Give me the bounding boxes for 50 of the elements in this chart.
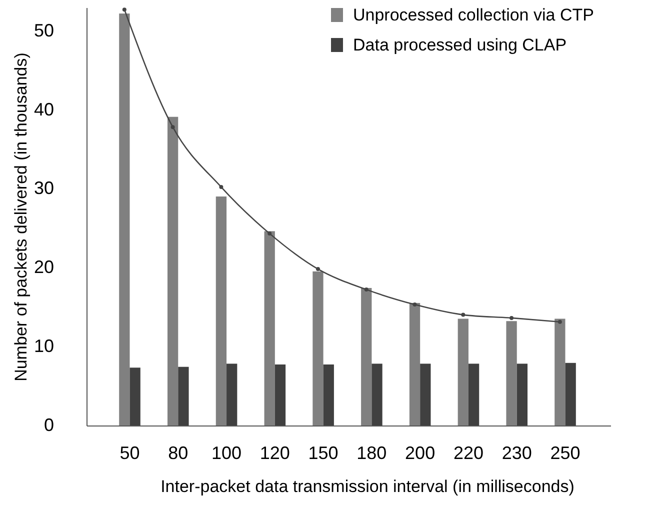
bar — [458, 318, 468, 426]
y-tick-label: 20 — [34, 257, 54, 278]
legend-label: Unprocessed collection via CTP — [353, 5, 594, 24]
bar — [216, 196, 227, 426]
y-tick-label: 0 — [44, 414, 54, 435]
bar — [468, 364, 480, 426]
x-tick-label: 80 — [168, 442, 188, 463]
bar — [119, 14, 130, 426]
x-tick-label: 120 — [260, 442, 290, 463]
point — [510, 316, 514, 320]
bar — [554, 318, 566, 426]
bar — [178, 366, 189, 426]
bar — [565, 362, 576, 426]
bar — [167, 116, 178, 426]
point — [316, 267, 320, 272]
y-tick-label: 50 — [34, 20, 54, 40]
x-axis-title: Inter-packet data transmission interval (in milliseconds) — [160, 477, 574, 496]
point — [461, 312, 466, 317]
x-tick-label: 200 — [405, 442, 436, 463]
bar — [274, 364, 286, 426]
point — [219, 185, 224, 190]
bar — [130, 368, 140, 426]
bar — [264, 231, 275, 426]
bar — [323, 364, 334, 426]
point — [170, 125, 175, 130]
point — [268, 232, 272, 236]
legend-label: Data processed using CLAP — [353, 35, 567, 54]
x-tick-label: 230 — [502, 442, 532, 463]
y-tick-label: 40 — [34, 99, 54, 120]
x-tick-label: 150 — [308, 442, 338, 463]
x-tick-label: 250 — [550, 442, 580, 463]
x-tick-label: 180 — [356, 442, 387, 463]
y-tick-label: 10 — [34, 336, 54, 356]
bar — [420, 364, 431, 426]
bar — [226, 364, 238, 426]
y-axis-title: Number of packets delivered (in thousands) — [11, 52, 30, 382]
x-tick-label: 100 — [212, 442, 242, 463]
point — [364, 288, 368, 292]
bar — [506, 321, 517, 426]
bar — [409, 302, 420, 426]
point — [558, 320, 562, 324]
x-tick-label: 220 — [453, 442, 484, 463]
y-tick-label: 30 — [34, 178, 54, 198]
point — [412, 302, 417, 307]
bar — [361, 288, 372, 426]
x-tick-label: 50 — [120, 442, 140, 463]
point — [122, 8, 126, 12]
bar — [516, 364, 528, 426]
bar — [312, 271, 324, 426]
bar — [372, 364, 382, 426]
